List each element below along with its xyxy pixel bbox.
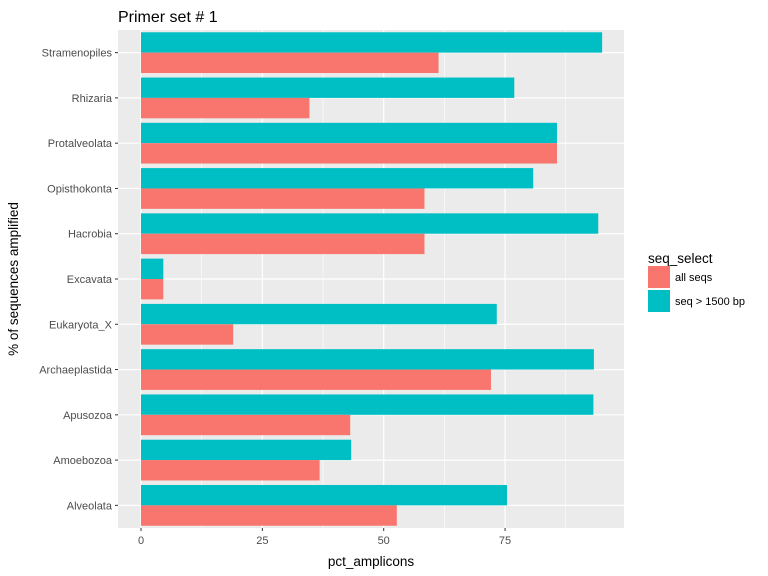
x-tick-label: 0 xyxy=(138,535,144,547)
y-axis-title: % of sequences amplified xyxy=(6,202,21,356)
chart-title: Primer set # 1 xyxy=(118,9,218,26)
bar-all-seqs-eukaryota_x xyxy=(141,324,234,345)
legend-label: seq > 1500 bp xyxy=(675,296,745,308)
x-tick-label: 50 xyxy=(378,535,390,547)
bar-seq-gt-1500-hacrobia xyxy=(141,213,599,234)
y-tick-label: Amoebozoa xyxy=(53,455,113,467)
x-tick-label: 25 xyxy=(256,535,268,547)
y-tick-label: Alveolata xyxy=(67,500,113,512)
y-tick-label: Archaeplastida xyxy=(39,365,113,377)
legend-swatch xyxy=(648,266,670,288)
bar-all-seqs-opisthokonta xyxy=(141,188,425,209)
bar-all-seqs-amoebozoa xyxy=(141,460,320,481)
y-tick-label: Hacrobia xyxy=(68,229,113,241)
y-tick-label: Eukaryota_X xyxy=(49,319,113,331)
bar-seq-gt-1500-stramenopiles xyxy=(141,32,603,53)
bar-seq-gt-1500-protalveolata xyxy=(141,122,557,144)
y-tick-label: Excavata xyxy=(67,274,113,286)
x-axis-title: pct_amplicons xyxy=(328,554,415,569)
bars xyxy=(141,32,603,526)
legend-label: all seqs xyxy=(675,272,713,284)
bar-seq-gt-1500-eukaryota_x xyxy=(141,303,497,325)
bar-all-seqs-apusozoa xyxy=(141,414,351,436)
legend: seq_select all seqs seq > 1500 bp xyxy=(648,251,745,312)
y-tick-label: Stramenopiles xyxy=(42,48,113,60)
legend-swatch xyxy=(648,290,670,312)
bar-seq-gt-1500-excavata xyxy=(141,258,164,279)
bar-seq-gt-1500-opisthokonta xyxy=(141,168,534,189)
legend-title: seq_select xyxy=(648,251,713,266)
y-tick-label: Protalveolata xyxy=(48,138,113,150)
bar-seq-gt-1500-apusozoa xyxy=(141,394,594,415)
y-axis-ticks: Stramenopiles Rhizaria Protalveolata Opisth… xyxy=(39,48,118,512)
bar-all-seqs-archaeplastida xyxy=(141,369,491,390)
x-axis-ticks: 0 25 50 75 xyxy=(138,528,511,547)
bar-all-seqs-rhizaria xyxy=(141,97,310,119)
bar-all-seqs-stramenopiles xyxy=(141,52,439,74)
x-tick-label: 75 xyxy=(499,535,511,547)
bar-all-seqs-protalveolata xyxy=(141,143,557,164)
bar-all-seqs-excavata xyxy=(141,279,164,300)
y-tick-label: Rhizaria xyxy=(72,93,113,105)
bar-all-seqs-alveolata xyxy=(141,505,397,526)
y-tick-label: Apusozoa xyxy=(63,410,113,422)
bar-all-seqs-hacrobia xyxy=(141,233,425,255)
bar-seq-gt-1500-rhizaria xyxy=(141,77,515,98)
bar-seq-gt-1500-alveolata xyxy=(141,484,507,506)
bar-seq-gt-1500-archaeplastida xyxy=(141,349,594,370)
y-tick-label: Opisthokonta xyxy=(47,183,113,195)
bar-seq-gt-1500-amoebozoa xyxy=(141,439,352,461)
